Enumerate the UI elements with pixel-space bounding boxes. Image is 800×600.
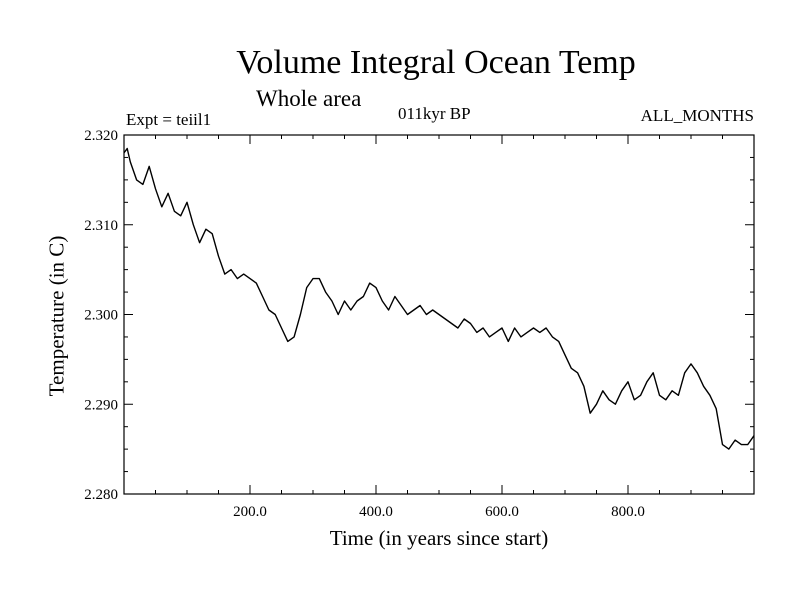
x-tick-label: 400.0 [359,504,393,520]
x-tick-label: 200.0 [233,504,267,520]
x-axis-label: Time (in years since start) [329,526,549,550]
period-label: 011kyr BP [398,104,471,123]
series-line [123,147,755,450]
y-tick-label: 2.290 [84,397,118,413]
chart-title: Volume Integral Ocean Temp [236,44,636,81]
chart-subtitle: Whole area [256,86,362,111]
y-tick-label: 2.300 [84,308,118,324]
experiment-label: Expt = teiil1 [126,110,212,129]
y-axis-label: Temperature (in C) [44,235,69,397]
months-label: ALL_MONTHS [640,106,754,125]
y-tick-label: 2.280 [84,487,118,503]
ticks-layer [124,135,754,494]
y-tick-label: 2.320 [84,128,118,144]
x-tick-label: 600.0 [485,504,519,520]
y-tick-label: 2.310 [84,218,118,234]
tick-labels-layer: 200.0 400.0 600.0 800.0 2.280 2.290 2.300 2.310… [84,128,645,520]
x-tick-label: 800.0 [611,504,645,520]
